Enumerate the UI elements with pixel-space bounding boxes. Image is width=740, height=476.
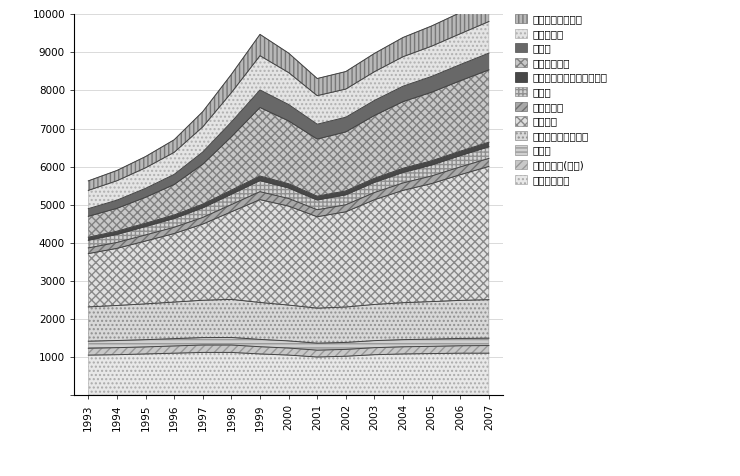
Legend: 社会参加支援機器, 施設用機器, その他, 在宅介護用具, その他コミュニケーション, 補聴器, 家具・建具, 移動機器, パーソナルケア関連, かつら, 義肢: 社会参加支援機器, 施設用機器, その他, 在宅介護用具, その他コミュニケーシ… <box>513 12 610 187</box>
